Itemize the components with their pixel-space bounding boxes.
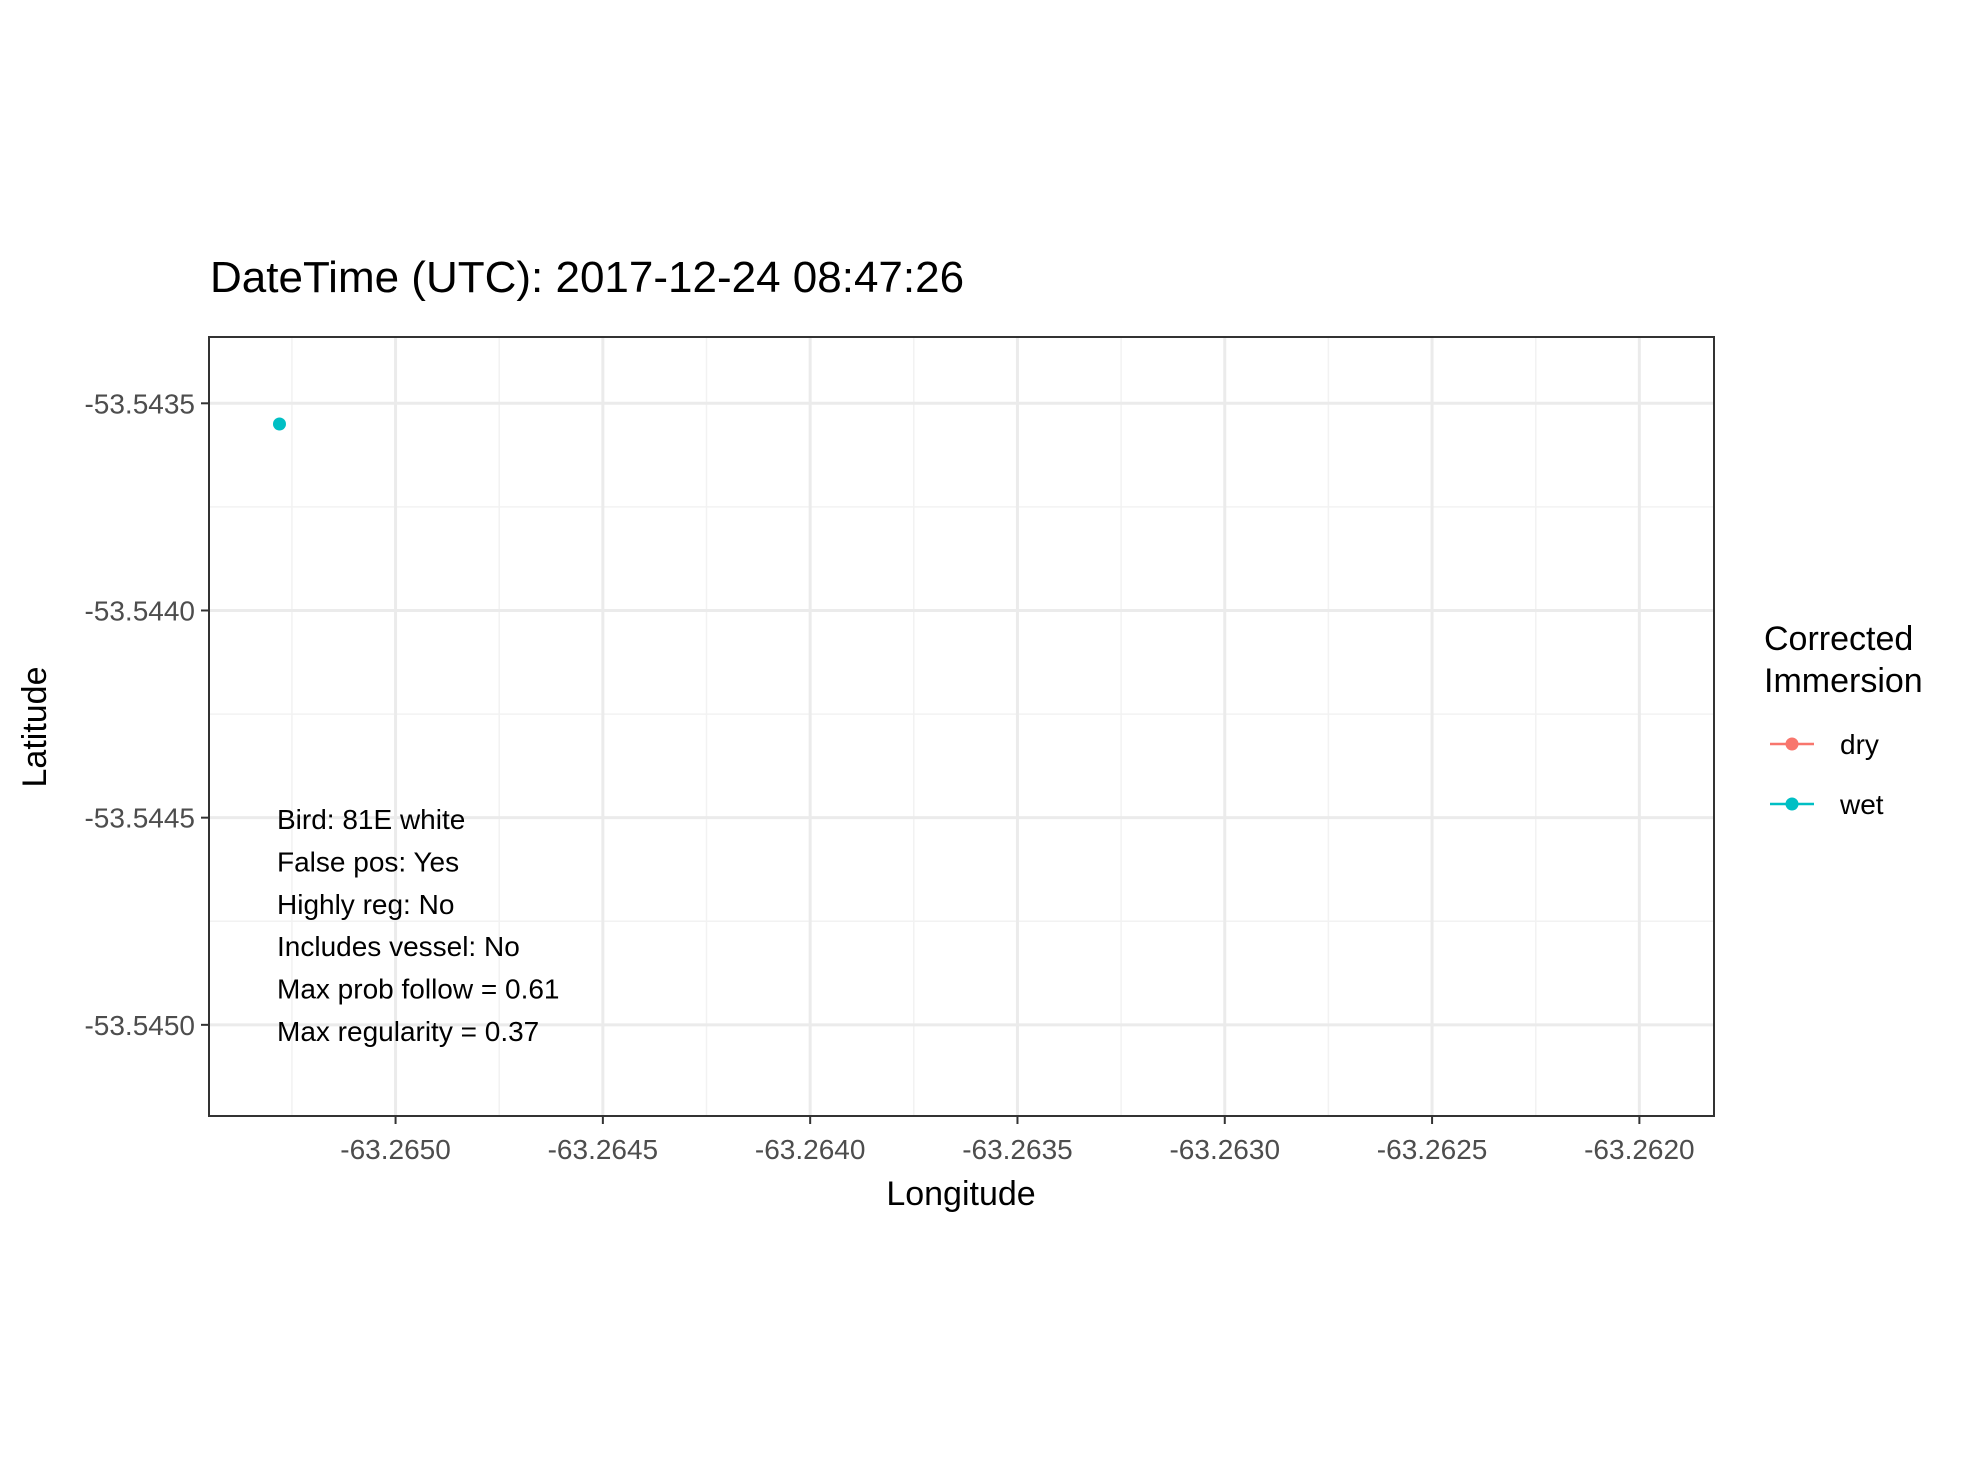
x-tick-label-4: -63.2630 — [1169, 1134, 1280, 1165]
annotation-line-2: Highly reg: No — [277, 889, 454, 920]
x-tick-label-6: -63.2620 — [1584, 1134, 1695, 1165]
x-axis-title: Longitude — [886, 1175, 1035, 1213]
legend-key-point-wet — [1785, 797, 1799, 811]
legend-label-wet: wet — [1839, 789, 1884, 820]
y-axis-ticks: -53.5435 -53.5440 -53.5445 -53.5450 — [84, 388, 209, 1041]
legend: Corrected Immersion dry wet — [1764, 620, 1923, 820]
x-tick-label-3: -63.2635 — [962, 1134, 1073, 1165]
legend-title-line-1: Corrected — [1764, 620, 1913, 658]
legend-title-line-2: Immersion — [1764, 662, 1923, 700]
legend-entries: dry wet — [1770, 729, 1884, 820]
annotation-line-4: Max prob follow = 0.61 — [277, 974, 560, 1005]
annotation-line-5: Max regularity = 0.37 — [277, 1016, 539, 1047]
y-tick-label-1: -53.5440 — [84, 595, 195, 626]
plot-panel-border — [208, 336, 1715, 1117]
x-tick-label-5: -63.2625 — [1377, 1134, 1488, 1165]
annotation-block: Bird: 81E white False pos: Yes Highly reg:… — [277, 804, 560, 1047]
chart-title: DateTime (UTC): 2017-12-24 08:47:26 — [210, 253, 964, 302]
legend-entry-dry: dry — [1770, 729, 1879, 760]
x-axis-ticks: -63.2650 -63.2645 -63.2640 -63.2635 -63.2630… — [340, 1116, 1695, 1165]
y-tick-label-2: -53.5445 — [84, 803, 195, 834]
y-axis-title: Latitude — [16, 667, 54, 788]
x-tick-label-1: -63.2645 — [548, 1134, 659, 1165]
annotation-line-0: Bird: 81E white — [277, 804, 465, 835]
y-tick-label-3: -53.5450 — [84, 1010, 195, 1041]
major-gridlines — [209, 337, 1714, 1116]
plot-panel — [209, 337, 1714, 1116]
legend-key-point-dry — [1785, 737, 1799, 751]
legend-label-dry: dry — [1840, 729, 1879, 760]
annotation-line-1: False pos: Yes — [277, 846, 459, 877]
x-tick-label-2: -63.2640 — [755, 1134, 866, 1165]
minor-gridlines — [209, 337, 1714, 1116]
x-tick-label-0: -63.2650 — [340, 1134, 451, 1165]
y-tick-label-0: -53.5435 — [84, 388, 195, 419]
data-point-wet-0 — [272, 417, 286, 431]
data-points — [272, 417, 286, 431]
annotation-line-3: Includes vessel: No — [277, 931, 520, 962]
legend-entry-wet: wet — [1770, 789, 1884, 820]
